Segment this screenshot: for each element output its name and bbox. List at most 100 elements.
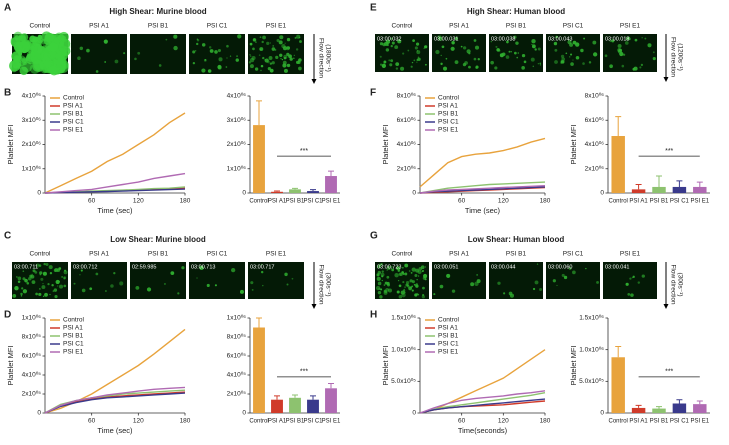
platelet-spot: [637, 281, 641, 284]
platelet-spot: [380, 288, 383, 291]
micrograph: [248, 262, 304, 299]
platelet-spot: [42, 271, 47, 276]
platelet-spot: [267, 67, 271, 71]
y-axis-label: Platelet MFI: [569, 124, 578, 164]
series-line: [419, 185, 546, 194]
timestamp: 03:00.044: [491, 264, 515, 270]
platelet-spot: [622, 53, 626, 56]
platelet-spot: [454, 36, 459, 41]
timestamp: 03:00.041: [605, 264, 629, 270]
legend-label: Control: [63, 95, 85, 102]
platelet-spot: [385, 48, 390, 52]
platelet-spot: [29, 274, 33, 278]
bar: [672, 403, 687, 413]
y-tick-label: 0: [37, 190, 41, 197]
platelet-spot: [397, 39, 402, 44]
platelet-spot: [254, 67, 259, 71]
platelet-spot: [42, 282, 44, 285]
platelet-spot: [639, 66, 642, 69]
bar: [652, 186, 666, 193]
platelet-spot: [391, 268, 395, 272]
platelet-spot: [531, 39, 536, 44]
error-bar: [310, 395, 316, 400]
legend-label: PSI E1: [438, 349, 459, 356]
platelet-spot: [298, 58, 302, 62]
bar: [611, 357, 625, 413]
platelet-spot: [609, 40, 612, 43]
panel-title: High Shear: Murine blood: [109, 7, 206, 16]
error-bar: [656, 175, 662, 187]
platelet-spot: [226, 44, 229, 48]
platelet-spot: [537, 47, 541, 51]
platelet-spot: [396, 290, 400, 294]
x-tick-label: Control: [249, 199, 268, 205]
platelet-spot: [510, 51, 512, 53]
panel-letter: A: [4, 3, 11, 14]
platelet-spot: [474, 281, 479, 286]
micrograph: [546, 34, 600, 72]
platelet-spot: [226, 57, 228, 59]
platelet-spot: [575, 56, 580, 60]
platelet-spot: [516, 56, 519, 59]
platelet-spot: [214, 50, 218, 54]
platelet-spot: [553, 41, 558, 46]
x-tick-label: 60: [458, 418, 466, 425]
x-tick-label: PSI B1: [650, 419, 669, 425]
platelet-spot: [206, 283, 210, 288]
platelet-spot: [295, 48, 299, 51]
platelet-spot: [264, 58, 269, 63]
platelet-spot: [382, 43, 386, 47]
platelet-spot: [201, 43, 206, 47]
platelet-spot: [411, 61, 414, 64]
micrograph: [71, 262, 127, 299]
platelet-spot: [38, 292, 42, 297]
platelet-spot: [652, 51, 655, 54]
platelet-spot: [539, 62, 542, 65]
timestamp: 03:00.712: [73, 264, 97, 270]
x-axis-label: Time (sec): [97, 426, 133, 435]
bar: [289, 189, 301, 193]
y-tick-label: 6x10⁰⁵: [227, 352, 247, 360]
panel-title: Low Shear: Murine blood: [110, 235, 206, 244]
platelet-spot: [460, 45, 463, 48]
platelet-spot: [554, 60, 558, 64]
platelet-spot: [260, 263, 263, 266]
platelet-spot: [114, 59, 119, 64]
platelet-spot: [20, 292, 23, 296]
platelet-spot: [424, 45, 428, 49]
platelet-spot: [477, 58, 480, 61]
platelet-spot: [53, 288, 58, 292]
platelet-spot: [632, 275, 635, 278]
platelet-spot: [299, 40, 302, 43]
platelet-spot: [377, 270, 382, 275]
platelet-spot: [383, 60, 387, 64]
platelet-spot: [225, 66, 228, 68]
flow-label: Flow direction: [317, 38, 324, 78]
x-tick-label: PSI A1: [629, 419, 648, 425]
platelet-spot: [402, 281, 405, 284]
platelet-spot: [105, 290, 107, 292]
image-label: PSI A1: [89, 23, 109, 30]
y-axis-label: Platelet MFI: [381, 124, 390, 164]
platelet-spot: [417, 275, 420, 277]
platelet-spot: [588, 61, 592, 64]
series-line: [419, 349, 546, 414]
platelet-spot: [79, 274, 81, 276]
legend-label: PSI C1: [438, 341, 459, 348]
y-tick-label: 0: [600, 410, 604, 417]
platelet-spot: [13, 42, 23, 52]
bar: [289, 397, 301, 413]
platelet-spot: [446, 273, 451, 278]
x-tick-label: PSI E1: [322, 199, 341, 205]
platelet-spot: [77, 56, 81, 61]
platelet-spot: [408, 270, 411, 272]
y-tick-label: 8x10⁰⁵: [22, 333, 42, 341]
error-bar: [292, 187, 298, 190]
platelet-spot: [119, 281, 124, 286]
platelet-spot: [561, 273, 565, 277]
platelet-spot: [531, 43, 533, 46]
platelet-spot: [596, 280, 600, 284]
platelet-spot: [48, 65, 57, 75]
platelet-spot: [379, 42, 384, 46]
platelet-spot: [397, 266, 399, 268]
